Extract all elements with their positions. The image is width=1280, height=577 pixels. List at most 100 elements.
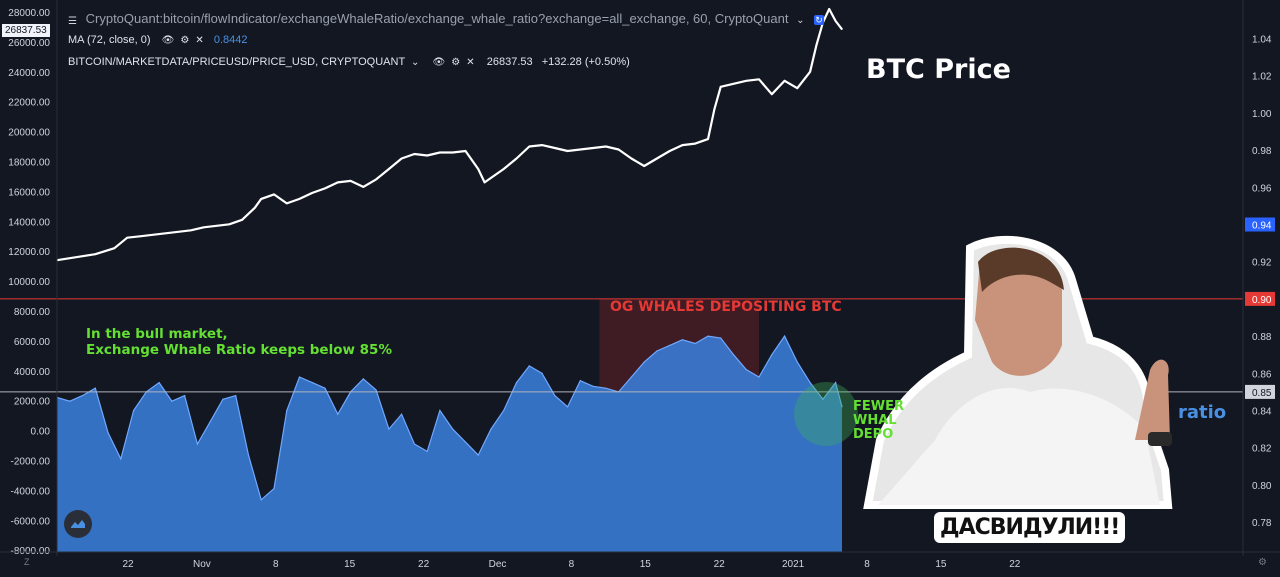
chart-title: CryptoQuant:bitcoin/flowIndicator/exchan…: [85, 11, 789, 26]
right-axis-badge: [1245, 291, 1275, 306]
data-point: [669, 150, 671, 152]
data-point: [503, 409, 505, 412]
chevron-down-icon[interactable]: ⌄: [411, 57, 420, 68]
data-point: [605, 145, 607, 148]
left-axis-tick-label: -4000.00: [11, 486, 51, 497]
data-point: [413, 153, 415, 155]
data-point: [413, 443, 415, 445]
price-badge-label: 26837.53: [5, 25, 47, 36]
data-point: [783, 80, 786, 82]
data-point: [132, 409, 135, 412]
right-axis-tick-label: 1.04: [1252, 35, 1272, 46]
data-point: [298, 376, 301, 378]
bull-market-note-line1: In the bull market,: [86, 326, 228, 342]
data-point: [669, 344, 671, 346]
left-axis-tick-label: 12000.00: [8, 247, 50, 258]
data-point: [566, 406, 569, 408]
data-point: [515, 157, 518, 160]
left-axis-tick-label: 22000.00: [8, 98, 50, 109]
data-point: [528, 145, 530, 148]
right-axis-tick-label: 0.82: [1252, 444, 1272, 455]
data-point: [503, 168, 505, 170]
indicator-ma-value: 0.8442: [213, 34, 248, 46]
data-point: [69, 400, 71, 402]
data-point: [222, 398, 224, 400]
close-icon[interactable]: ✕: [195, 35, 204, 46]
data-point: [618, 148, 620, 151]
settings-icon[interactable]: ⚙: [1258, 557, 1267, 568]
indicator-ma-label: MA (72, close, 0): [68, 34, 151, 46]
data-point: [247, 454, 250, 456]
data-point: [694, 342, 696, 345]
data-point: [592, 147, 594, 149]
presenter-overlay: [863, 235, 1173, 509]
data-point: [203, 226, 205, 228]
gear-icon[interactable]: ⚙: [180, 35, 190, 46]
data-point: [541, 372, 543, 374]
data-point: [464, 150, 467, 152]
data-point: [324, 387, 326, 389]
data-point: [337, 181, 339, 184]
left-axis-tick-label: 16000.00: [8, 187, 50, 198]
left-axis-tick-label: 4000.00: [14, 367, 51, 378]
x-axis-tick-label: 15: [640, 559, 652, 570]
close-icon[interactable]: ✕: [466, 57, 475, 68]
data-point: [273, 193, 275, 195]
tradingview-logo[interactable]: [64, 510, 92, 538]
data-point: [822, 398, 824, 400]
x-axis-tick-label: 8: [569, 559, 575, 570]
data-point: [81, 395, 84, 397]
series-line-btc-price: [56, 7, 843, 262]
right-axis-tick-label: 1.00: [1252, 109, 1272, 120]
sync-icon[interactable]: ↻: [814, 15, 825, 25]
indicator-ma-row[interactable]: MA (72, close, 0) 👁 ⚙ ✕ 0.8442: [68, 34, 248, 46]
data-point: [477, 168, 479, 170]
indicator-price-row[interactable]: BITCOIN/MARKETDATA/PRICEUSD/PRICE_USD, C…: [68, 56, 630, 68]
left-axis-tick-label: 6000.00: [14, 337, 51, 348]
data-point: [75, 256, 77, 258]
data-point: [490, 428, 492, 430]
x-axis-tick-label: Nov: [193, 559, 211, 570]
data-point: [184, 395, 186, 397]
right-axis-tick-label: 0.96: [1252, 183, 1272, 194]
data-point: [809, 71, 811, 73]
price-badge: 26837.53: [2, 24, 50, 37]
data-point: [681, 144, 684, 146]
btc-price-title: BTC Price: [866, 54, 1011, 85]
fewer-whales-line2: WHAL: [853, 413, 897, 428]
zoom-reset-icon[interactable]: Z: [24, 557, 30, 567]
data-point: [783, 335, 786, 337]
data-point: [758, 78, 760, 80]
data-point: [164, 232, 167, 234]
left-axis-tick-label: 24000.00: [8, 68, 50, 79]
data-point: [401, 413, 403, 415]
chevron-down-icon[interactable]: ⌄: [796, 15, 805, 26]
data-point: [541, 144, 543, 146]
logo-icon: [71, 520, 85, 528]
fewer-whales-line1: FEWER: [853, 399, 904, 414]
data-point: [630, 376, 632, 378]
ratio-label-partial: ratio: [1178, 402, 1227, 423]
data-point: [139, 235, 141, 237]
right-axis-tick-label: 0.98: [1252, 146, 1272, 157]
eye-icon[interactable]: 👁: [432, 57, 446, 68]
data-point: [190, 229, 192, 231]
data-point: [196, 443, 199, 445]
data-point: [566, 150, 569, 152]
data-point: [707, 335, 709, 337]
series-area: [57, 336, 842, 552]
gear-icon[interactable]: ⚙: [451, 57, 461, 68]
list-icon[interactable]: ☰: [68, 16, 77, 27]
left-axis-tick-label: 20000.00: [8, 128, 50, 139]
data-point: [120, 458, 122, 460]
data-point: [324, 187, 326, 190]
data-point: [592, 385, 594, 387]
data-point: [796, 361, 798, 363]
data-point: [656, 157, 658, 160]
caption-text: ДАСВИДУЛИ!!!: [940, 515, 1120, 540]
left-axis-tick-label: 0.00: [31, 427, 51, 438]
eye-icon[interactable]: 👁: [161, 35, 175, 46]
x-axis-tick-label: 22: [714, 559, 726, 570]
right-axis-badge: [1245, 384, 1275, 399]
